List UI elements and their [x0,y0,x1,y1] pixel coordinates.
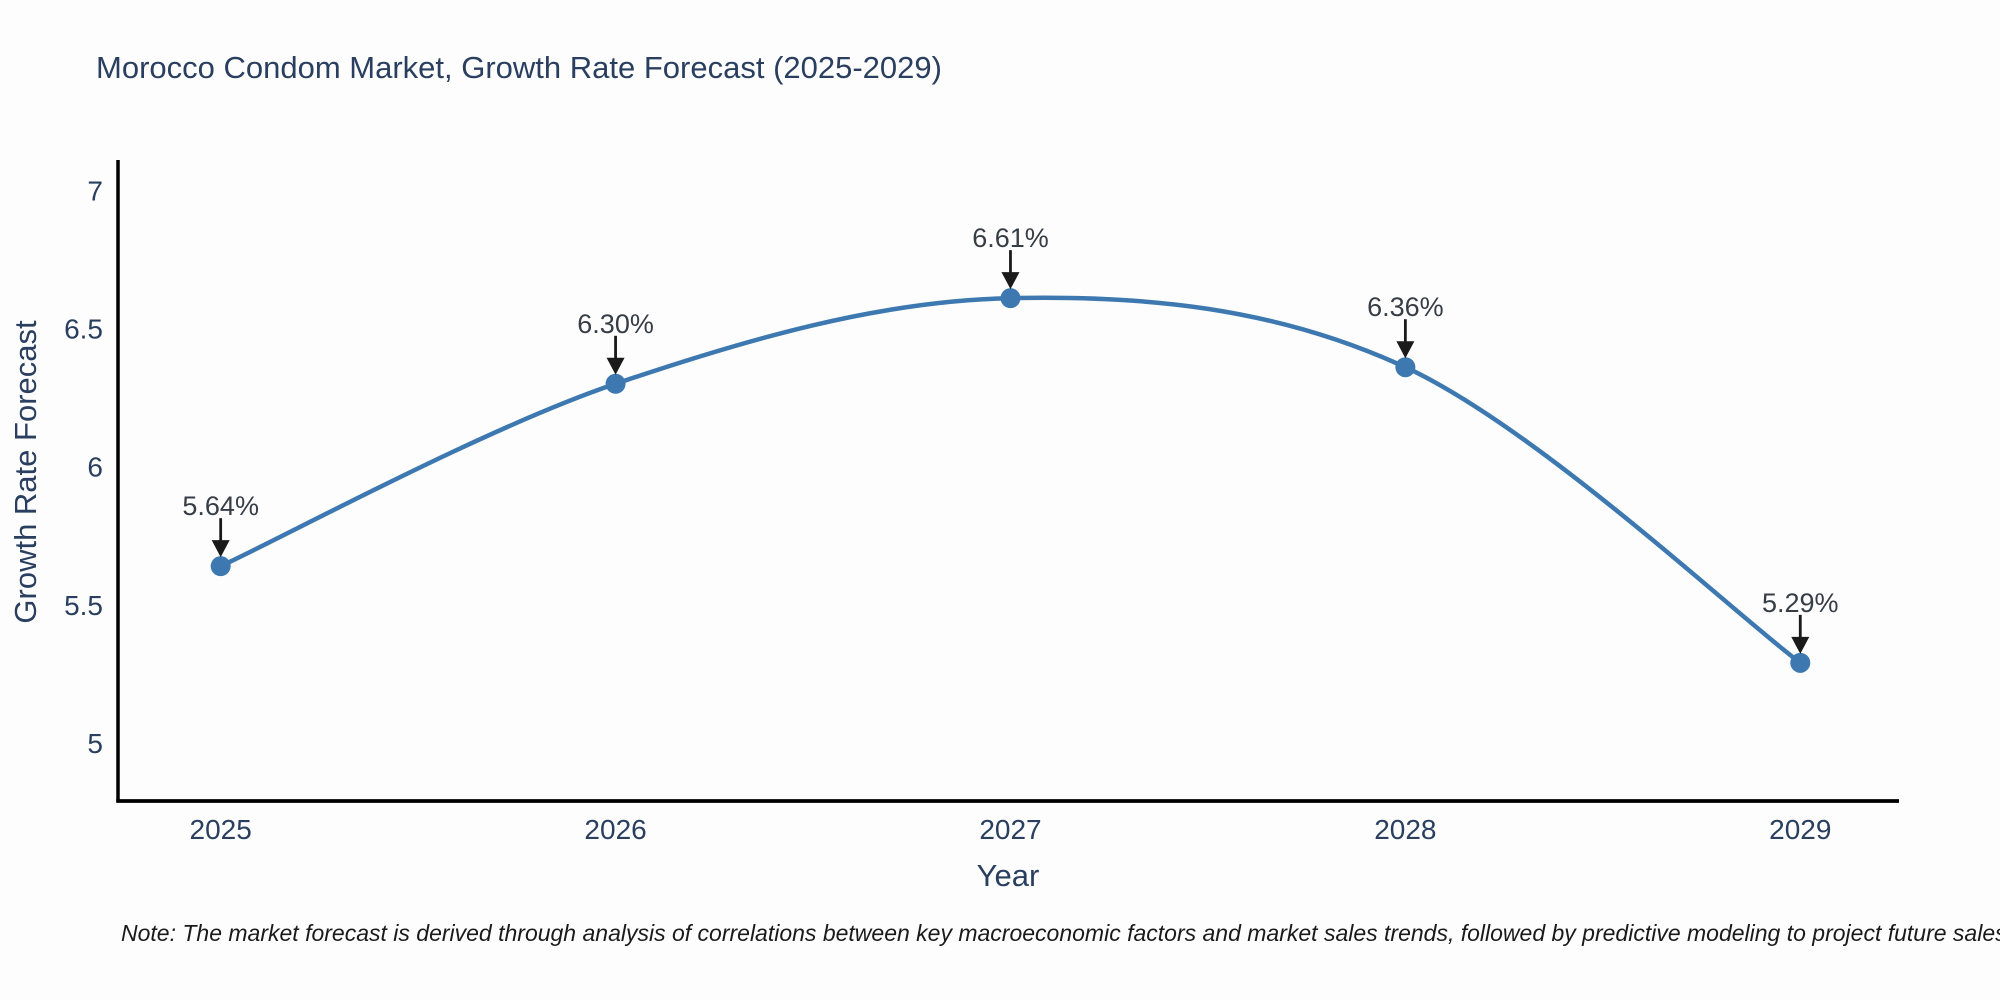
y-tick-label: 6 [87,452,103,483]
y-tick-label: 5 [87,728,103,759]
point-value-label: 6.36% [1367,292,1444,322]
data-point-marker [605,373,626,394]
point-value-label: 6.61% [972,223,1049,253]
point-value-label: 6.30% [577,309,654,339]
footnote: Note: The market forecast is derived thr… [121,920,2000,946]
data-point-marker [1790,652,1811,673]
annotation-arrowhead [1001,272,1020,290]
annotation-arrowhead [1791,636,1810,654]
data-point-marker [1000,288,1021,309]
y-tick-label: 7 [87,175,103,206]
annotation-arrowhead [606,357,625,375]
x-tick-label: 2026 [584,814,646,845]
x-tick-label: 2029 [1769,814,1831,845]
annotation-arrowhead [211,540,230,558]
y-tick-label: 5.5 [64,590,103,621]
chart-title: Morocco Condom Market, Growth Rate Forec… [96,50,942,85]
x-tick-label: 2028 [1374,814,1436,845]
series-line [218,295,1803,666]
point-value-label: 5.64% [182,491,259,521]
x-tick-label: 2027 [979,814,1041,845]
data-point-marker [1395,357,1416,378]
annotation-arrowhead [1396,341,1415,359]
x-tick-label: 2025 [190,814,252,845]
point-value-label: 5.29% [1762,588,1839,618]
y-tick-label: 6.5 [64,314,103,345]
y-axis-title: Growth Rate Forecast [8,320,43,624]
data-point-marker [210,556,231,577]
x-axis-title: Year [977,858,1040,893]
